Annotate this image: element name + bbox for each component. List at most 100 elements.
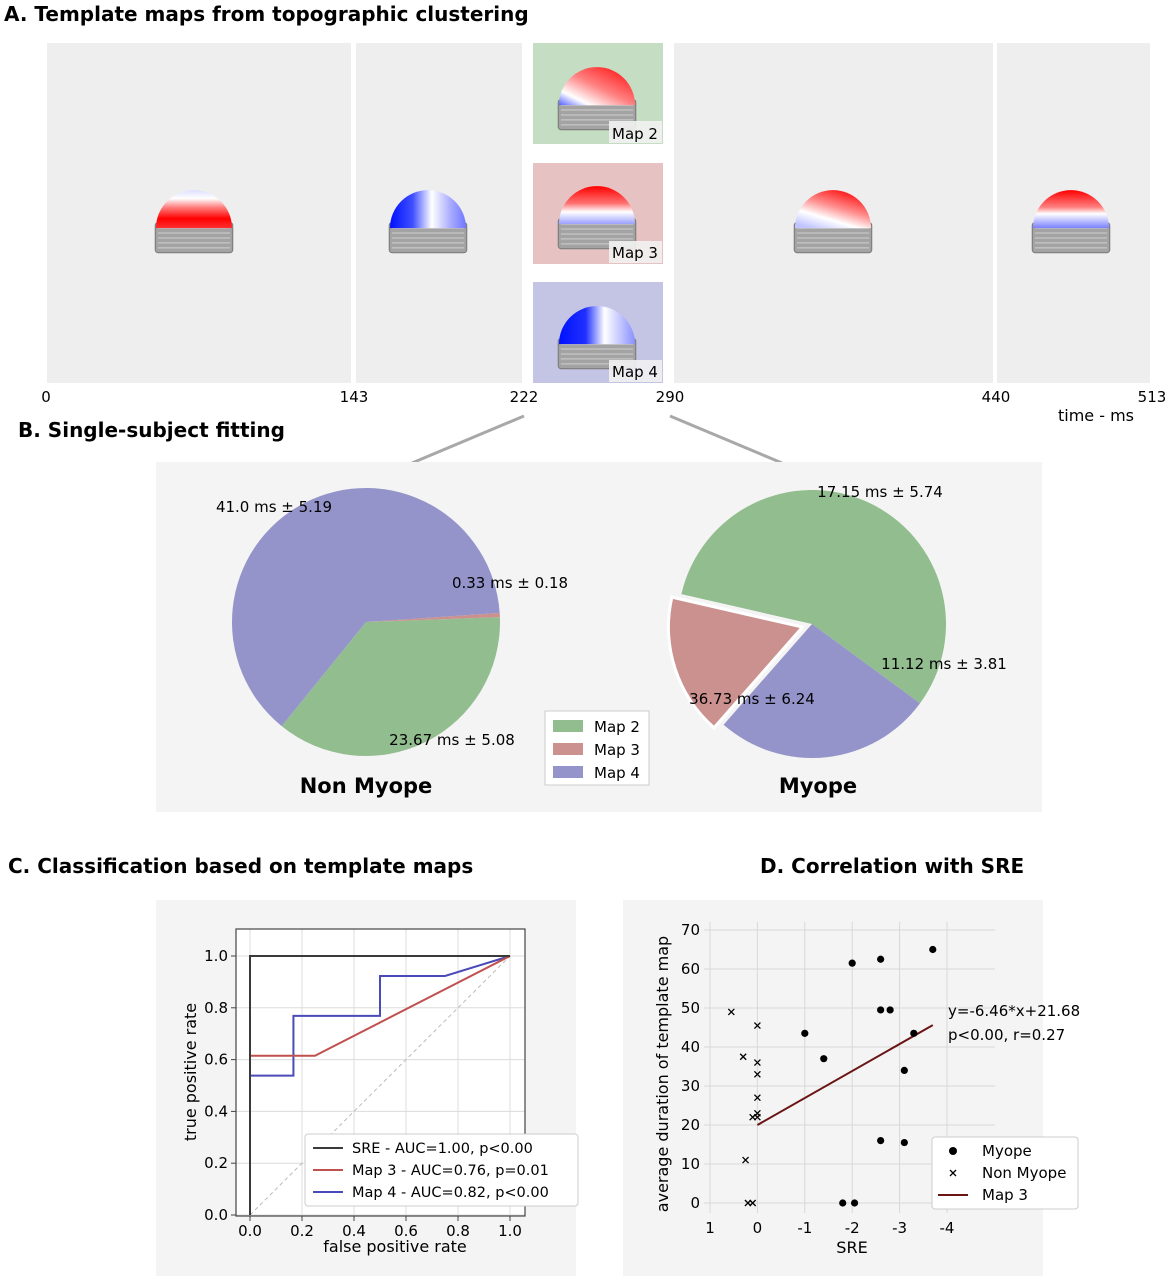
myope-point: [877, 1006, 885, 1014]
roc-ytick: 0.4: [204, 1102, 228, 1120]
panel-d-heading: D. Correlation with SRE: [760, 854, 1025, 878]
roc-ytick: 1.0: [204, 947, 228, 965]
non-myope-point: [744, 1199, 752, 1207]
time-axis-label: time - ms: [1058, 406, 1134, 425]
panel-a-heading: A. Template maps from topographic cluste…: [4, 2, 529, 26]
pie-annotation: 23.67 ms ± 5.08: [389, 731, 515, 749]
non-myope-point: [753, 1059, 761, 1067]
roc-curve: [249, 955, 510, 1215]
scatter-legend-entry: Myope: [982, 1142, 1032, 1160]
myope-point: [900, 1066, 908, 1074]
scatter-xtick: 0: [753, 1219, 763, 1237]
myope-point: [900, 1138, 908, 1147]
pie-annotation: 11.12 ms ± 3.81: [881, 655, 1007, 673]
tick-513: 513: [1138, 388, 1167, 406]
scatter-ytick: 10: [681, 1155, 700, 1173]
tick-222: 222: [510, 388, 539, 406]
non-myope-point: [753, 1022, 761, 1030]
pie-title: Myope: [779, 774, 857, 798]
non-myope-point: [727, 1008, 735, 1016]
panel-b-heading: B. Single-subject fitting: [18, 418, 285, 442]
tick-0: 0: [41, 388, 51, 406]
non-myope-point: [749, 1113, 757, 1121]
non-myope-point: [742, 1156, 750, 1164]
non-myope-point: [753, 1070, 761, 1078]
roc-xtick: 0.2: [290, 1222, 314, 1240]
pie-title: Non Myope: [300, 774, 433, 798]
scatter-legend: [931, 1136, 1079, 1210]
pie-slice-map3: [366, 612, 500, 622]
roc-curve: [249, 955, 511, 1215]
tick-440: 440: [982, 388, 1011, 406]
scatter-xtick: -3: [892, 1219, 907, 1237]
myope-point: [910, 1029, 918, 1037]
non-myope-point: [739, 1053, 747, 1061]
fit-stats: p<0.00, r=0.27: [948, 1026, 1065, 1044]
topomap-head-icon: [1031, 190, 1111, 254]
scatter-xtick: -1: [797, 1219, 812, 1237]
map4-label: Map 4: [612, 363, 658, 381]
non-myope-point: [753, 1094, 761, 1102]
myope-point: [848, 959, 856, 967]
myope-point: [929, 945, 937, 954]
roc-xtick: 0.6: [394, 1222, 418, 1240]
scatter-ytick: 50: [681, 999, 700, 1017]
scatter-ytick: 40: [681, 1038, 700, 1056]
roc-xtick: 0.0: [238, 1222, 262, 1240]
scatter-xtick: -2: [845, 1219, 860, 1237]
pie-annotation: 0.33 ms ± 0.18: [452, 574, 568, 592]
pie-annotation: 17.15 ms ± 5.74: [817, 483, 943, 501]
pie-annotation: 41.0 ms ± 5.19: [216, 498, 332, 516]
pie-slice-map2: [281, 617, 500, 756]
legend-map2: Map 2: [594, 718, 640, 736]
roc-legend: [304, 1133, 579, 1207]
scatter-xtick: 1: [705, 1219, 715, 1237]
scatter-legend-entry: Map 3: [982, 1186, 1028, 1204]
myope-point: [839, 1199, 847, 1207]
template-maps-panel: Map 2 Map 3 Map 4 0 143 222 290 440 513 …: [41, 43, 1167, 465]
topomap-head-icon: [154, 190, 234, 254]
tick-290: 290: [656, 388, 685, 406]
fit-equation: y=-6.46*x+21.68: [948, 1002, 1080, 1020]
myope-point: [877, 955, 885, 963]
scatter-xtick: -4: [940, 1219, 955, 1237]
pie-slice-map3: [666, 595, 806, 730]
myope-point: [820, 1055, 828, 1063]
tick-143: 143: [340, 388, 369, 406]
myope-point: [886, 1006, 894, 1014]
roc-ytick: 0.8: [204, 999, 228, 1017]
pie-slice-map4: [231, 487, 500, 727]
scatter-ytick: 60: [681, 960, 700, 978]
pie-slice-map4: [723, 624, 920, 758]
panel-c-heading: C. Classification based on template maps: [8, 854, 474, 878]
myope-point: [877, 1137, 885, 1145]
topomap-head-icon: [793, 190, 873, 254]
scatter-ytick: 0: [690, 1194, 700, 1212]
scatter-legend-entry: Non Myope: [982, 1164, 1066, 1182]
legend-map4: Map 4: [594, 764, 640, 782]
roc-ytick: 0.6: [204, 1051, 228, 1069]
scatter-ytick: 70: [681, 921, 700, 939]
roc-xtick: 0.4: [342, 1222, 366, 1240]
map3-label: Map 3: [612, 244, 658, 262]
roc-legend-entry: Map 3 - AUC=0.76, p=0.01: [352, 1163, 549, 1179]
map2-label: Map 2: [612, 125, 658, 143]
regression-line: [756, 1024, 934, 1126]
pie-slice-map2: [681, 490, 946, 704]
legend-map3: Map 3: [594, 741, 640, 759]
roc-xtick: 0.8: [446, 1222, 470, 1240]
roc-xlabel: false positive rate: [323, 1237, 467, 1256]
roc-ytick: 0.0: [204, 1206, 228, 1224]
roc-xtick: 1.0: [498, 1222, 522, 1240]
myope-point: [801, 1029, 809, 1037]
scatter-ytick: 20: [681, 1116, 700, 1134]
roc-ylabel: true positive rate: [181, 1003, 200, 1141]
roc-legend-entry: Map 4 - AUC=0.82, p<0.00: [352, 1185, 549, 1201]
pie-annotation: 36.73 ms ± 6.24: [689, 690, 815, 708]
scatter-xlabel: SRE: [836, 1238, 867, 1257]
roc-legend-entry: SRE - AUC=1.00, p<0.00: [352, 1141, 533, 1157]
roc-ytick: 0.2: [204, 1154, 228, 1172]
myope-point: [850, 1199, 859, 1207]
scatter-ylabel: average duration of template map: [653, 936, 672, 1212]
